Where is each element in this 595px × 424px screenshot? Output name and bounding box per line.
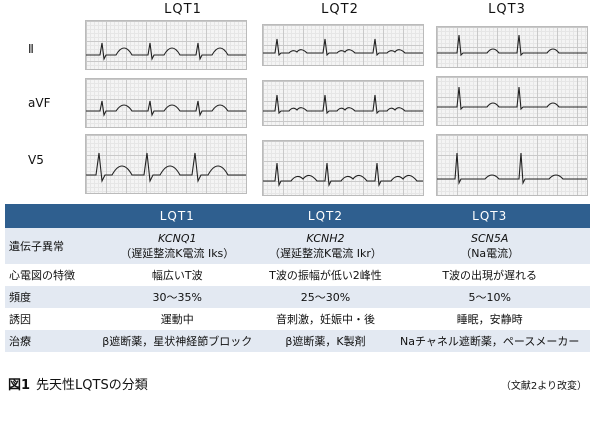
- table-row-trigger: 誘因 運動中 音刺激，妊娠中・後 睡眠，安静時: [5, 308, 590, 330]
- table-header-lqt1: LQT1: [93, 204, 262, 228]
- lead-label-ii: Ⅱ: [28, 42, 34, 56]
- table-cell: 睡眠，安静時: [389, 308, 590, 330]
- column-title-lqt3: LQT3: [488, 2, 526, 17]
- row-label: 遺伝子異常: [5, 228, 93, 264]
- table-cell: T波の出現が遅れる: [389, 264, 590, 286]
- table-cell: Naチャネル遮断薬，ペースメーカー: [389, 330, 590, 352]
- row-label: 頻度: [5, 286, 93, 308]
- gene-name: SCN5A: [470, 232, 509, 245]
- lead-label-v5: V5: [28, 153, 44, 167]
- table-cell: 5〜10%: [389, 286, 590, 308]
- table-cell: β遮断薬，K製剤: [261, 330, 390, 352]
- source-note: （文献2より改変）: [500, 381, 587, 392]
- table-row-ecg-feature: 心電図の特徴 幅広いT波 T波の振幅が低い2峰性 T波の出現が遅れる: [5, 264, 590, 286]
- ecg-lqt1-lead-v5: [85, 134, 247, 194]
- table-row-frequency: 頻度 30〜35% 25〜30% 5〜10%: [5, 286, 590, 308]
- lqts-classification-table: LQT1 LQT2 LQT3 遺伝子異常 KCNQ1 （遅延整流K電流 Iks）…: [5, 204, 590, 352]
- row-label: 誘因: [5, 308, 93, 330]
- column-title-lqt2: LQT2: [321, 2, 359, 17]
- figure-caption: 図1 先天性LQTSの分類: [8, 374, 148, 393]
- table-cell: 30〜35%: [93, 286, 262, 308]
- gene-current: （Na電流）: [460, 247, 520, 260]
- row-label: 治療: [5, 330, 93, 352]
- table-cell: 運動中: [93, 308, 262, 330]
- ecg-lqt2-lead-ii: [262, 24, 424, 66]
- table-header-row: LQT1 LQT2 LQT3: [5, 204, 590, 228]
- table-header-blank: [5, 204, 93, 228]
- row-label: 心電図の特徴: [5, 264, 93, 286]
- table-header-lqt3: LQT3: [389, 204, 590, 228]
- figure-number: 図1: [8, 378, 31, 393]
- ecg-lqt3-lead-avf: [436, 76, 588, 126]
- gene-name: KCNQ1: [158, 232, 197, 245]
- ecg-lqt1-lead-ii: [85, 20, 247, 70]
- ecg-lqt3-lead-v5: [436, 134, 588, 196]
- table-row-gene: 遺伝子異常 KCNQ1 （遅延整流K電流 Iks） KCNH2 （遅延整流K電流…: [5, 228, 590, 264]
- table-cell: 幅広いT波: [93, 264, 262, 286]
- gene-current: （遅延整流K電流 Ikr）: [269, 247, 382, 260]
- table-cell: β遮断薬，星状神経節ブロック: [93, 330, 262, 352]
- ecg-lqt1-lead-avf: [85, 78, 247, 128]
- lead-label-avf: aVF: [28, 96, 51, 110]
- column-title-lqt1: LQT1: [164, 2, 202, 17]
- figure-caption-text: 先天性LQTSの分類: [36, 378, 148, 393]
- ecg-lqt2-lead-avf: [262, 80, 424, 126]
- ecg-lqt3-lead-ii: [436, 26, 588, 68]
- gene-current: （遅延整流K電流 Iks）: [120, 247, 235, 260]
- table-header-lqt2: LQT2: [261, 204, 390, 228]
- table-cell: SCN5A （Na電流）: [389, 228, 590, 264]
- table-row-treatment: 治療 β遮断薬，星状神経節ブロック β遮断薬，K製剤 Naチャネル遮断薬，ペース…: [5, 330, 590, 352]
- ecg-lqt2-lead-v5: [262, 140, 424, 196]
- table-cell: 音刺激，妊娠中・後: [261, 308, 390, 330]
- table-cell: 25〜30%: [261, 286, 390, 308]
- table-cell: KCNH2 （遅延整流K電流 Ikr）: [261, 228, 390, 264]
- table-cell: T波の振幅が低い2峰性: [261, 264, 390, 286]
- table-cell: KCNQ1 （遅延整流K電流 Iks）: [93, 228, 262, 264]
- gene-name: KCNH2: [306, 232, 345, 245]
